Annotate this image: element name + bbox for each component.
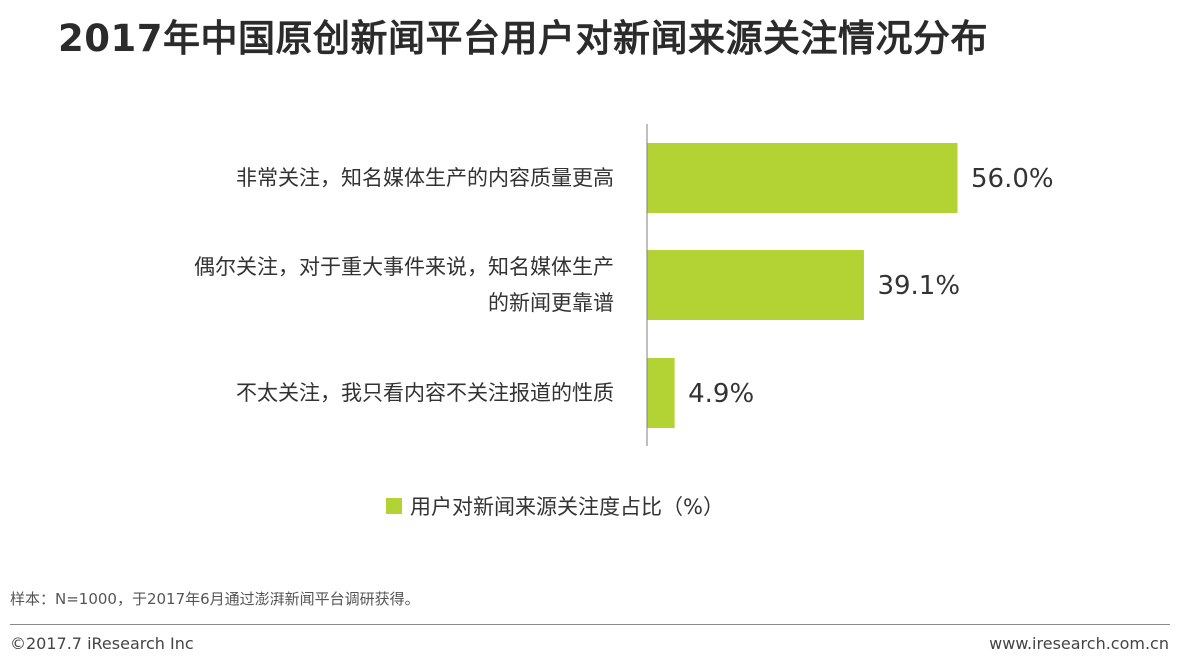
- sample-note: 样本：N=1000，于2017年6月通过澎湃新闻平台调研获得。: [10, 590, 420, 608]
- bar-1: [647, 143, 958, 213]
- category-label-line: 的新闻更靠谱: [488, 291, 614, 315]
- category-label-line: 偶尔关注，对于重大事件来说，知名媒体生产: [194, 255, 614, 279]
- copyright-text: ©2017.7 iResearch Inc: [10, 634, 194, 653]
- category-label-line: 不太关注，我只看内容不关注报道的性质: [236, 381, 614, 405]
- category-label-1: 非常关注，知名媒体生产的内容质量更高: [54, 160, 614, 196]
- bar-2: [647, 250, 864, 320]
- category-label-3: 不太关注，我只看内容不关注报道的性质: [54, 375, 614, 411]
- legend-swatch: [386, 498, 402, 514]
- value-label-2: 39.1%: [877, 271, 960, 301]
- value-label-1: 56.0%: [971, 164, 1054, 194]
- legend: 用户对新闻来源关注度占比（%）: [386, 488, 724, 524]
- category-label-line: 非常关注，知名媒体生产的内容质量更高: [236, 166, 614, 190]
- chart-title: 2017年中国原创新闻平台用户对新闻来源关注情况分布: [58, 17, 988, 60]
- footer-divider: [10, 624, 1170, 625]
- category-label-2: 偶尔关注，对于重大事件来说，知名媒体生产的新闻更靠谱: [54, 249, 614, 321]
- legend-label: 用户对新闻来源关注度占比（%）: [410, 495, 724, 519]
- bar-3: [647, 358, 675, 428]
- value-label-3: 4.9%: [688, 379, 754, 409]
- website-link[interactable]: www.iresearch.com.cn: [989, 634, 1169, 653]
